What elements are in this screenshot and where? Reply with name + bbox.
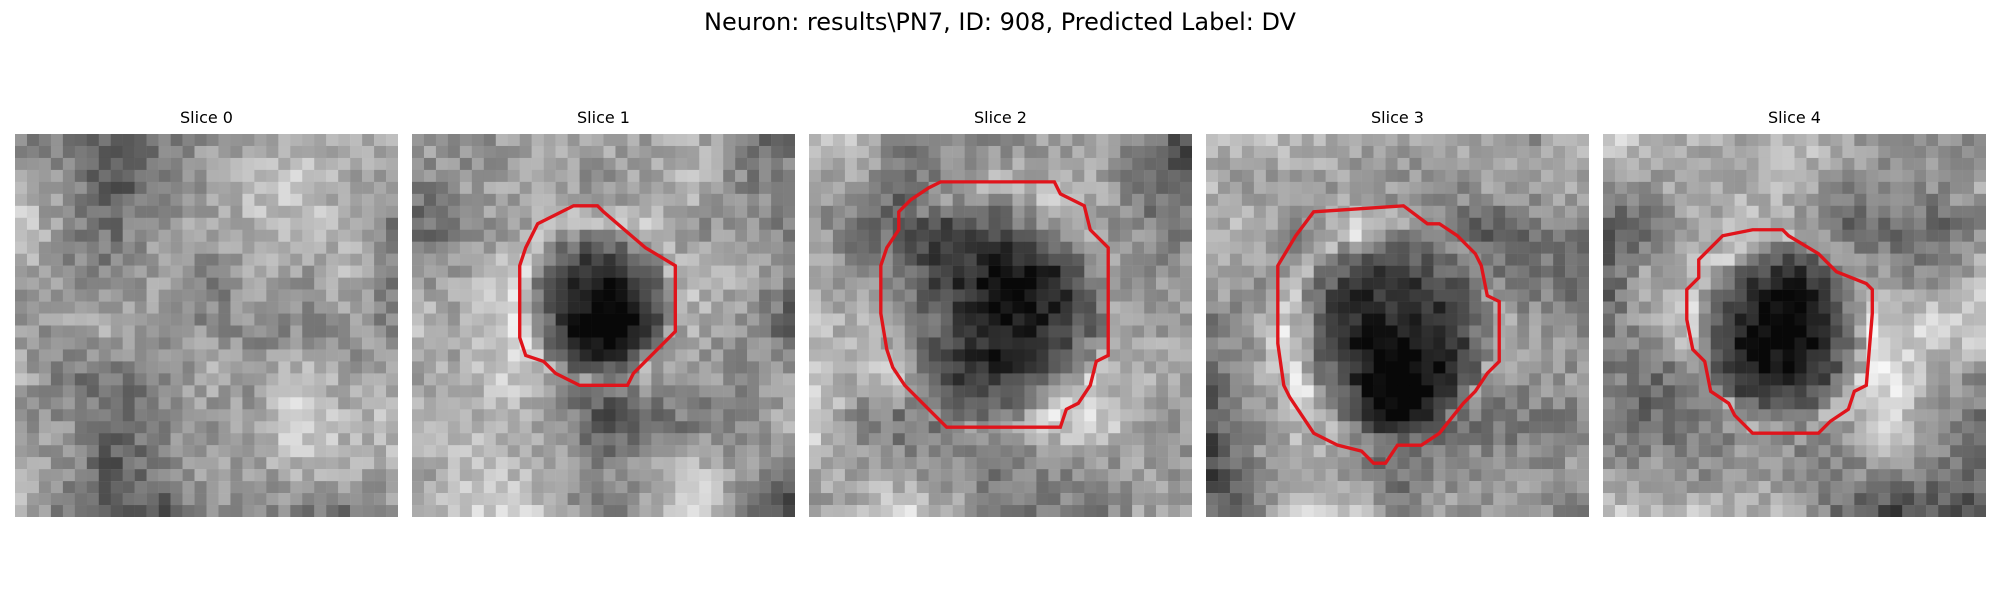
slice-title-0: Slice 0 bbox=[180, 108, 233, 127]
slice-image-3 bbox=[1206, 134, 1589, 517]
neuron-contour-2 bbox=[879, 180, 1110, 429]
slice-panel-1: Slice 1 bbox=[412, 108, 795, 520]
slice-image-2 bbox=[809, 134, 1192, 517]
slice-pixels-3 bbox=[1206, 134, 1589, 517]
slice-title-2: Slice 2 bbox=[974, 108, 1027, 127]
slice-panel-3: Slice 3 bbox=[1206, 108, 1589, 520]
slice-pixels-2 bbox=[809, 134, 1192, 517]
neuron-contour-1 bbox=[518, 204, 677, 388]
slice-panel-4: Slice 4 bbox=[1603, 108, 1986, 520]
slice-title-4: Slice 4 bbox=[1768, 108, 1821, 127]
slice-title-3: Slice 3 bbox=[1371, 108, 1424, 127]
slice-image-0 bbox=[15, 134, 398, 517]
neuron-contour-3 bbox=[1276, 204, 1501, 465]
figure-title: Neuron: results\PN7, ID: 908, Predicted … bbox=[704, 8, 1296, 36]
slice-pixels-4 bbox=[1603, 134, 1986, 517]
slice-pixels-0 bbox=[15, 134, 398, 517]
slice-image-1 bbox=[412, 134, 795, 517]
neuron-contour-4 bbox=[1685, 228, 1874, 435]
slice-pixels-1 bbox=[412, 134, 795, 517]
slice-title-1: Slice 1 bbox=[577, 108, 630, 127]
slice-image-4 bbox=[1603, 134, 1986, 517]
slice-panel-2: Slice 2 bbox=[809, 108, 1192, 520]
slice-panel-0: Slice 0 bbox=[15, 108, 398, 520]
